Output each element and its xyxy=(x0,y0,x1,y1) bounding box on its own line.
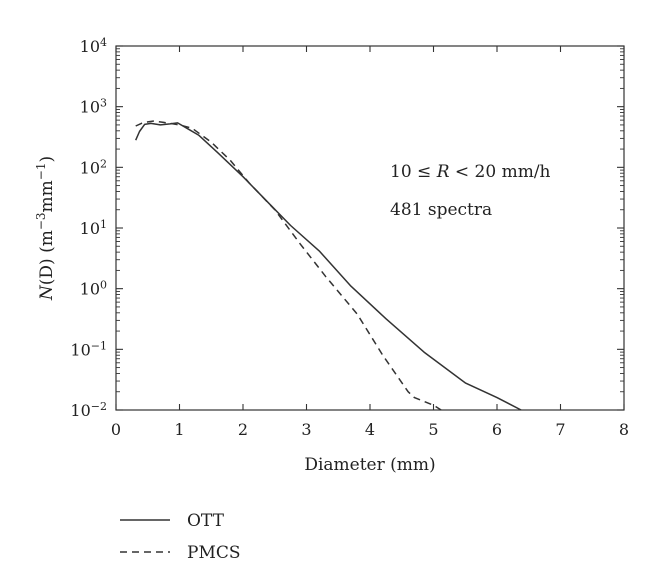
x-tick-label: 1 xyxy=(174,420,184,439)
y-title-exp2: −1 xyxy=(34,163,48,181)
y-tick-label: 10−2 xyxy=(70,400,107,421)
y-tick-label: 103 xyxy=(80,96,107,117)
y-tick-label: 10−1 xyxy=(70,339,107,360)
annotation-rain-rate: 10 ≤ R < 20 mm/h xyxy=(390,162,551,182)
plot-frame xyxy=(115,45,625,411)
x-tick-label: 7 xyxy=(555,420,565,439)
y-title-mid: mm xyxy=(37,180,57,212)
x-tick-label: 6 xyxy=(492,420,502,439)
annotation-rain-part-2: R xyxy=(436,162,450,182)
x-tick-label: 8 xyxy=(619,420,629,439)
legend-label-pmcs: PMCS xyxy=(187,543,241,563)
y-title-n: N xyxy=(37,284,57,301)
y-title-unit-open: (m xyxy=(37,230,57,258)
y-title-unit-close: ) xyxy=(37,156,57,163)
x-tick-label: 5 xyxy=(428,420,438,439)
y-tick-label: 104 xyxy=(80,36,107,57)
x-axis-title: Diameter (mm) xyxy=(304,455,435,475)
legend-label-ott: OTT xyxy=(187,511,225,531)
y-axis-title: N(D) (m−3mm−1) xyxy=(34,156,57,301)
series-line-pmcs xyxy=(135,120,442,411)
annotation-rain-part-3: < 20 mm/h xyxy=(450,162,551,182)
y-title-d: (D) xyxy=(37,258,57,285)
annotation-rain-part-1: 10 ≤ xyxy=(390,162,437,182)
x-tick-label: 0 xyxy=(111,420,121,439)
y-tick-label: 102 xyxy=(80,157,107,178)
y-tick-label: 100 xyxy=(80,278,107,299)
y-tick-label: 101 xyxy=(80,218,107,239)
x-tick-label: 4 xyxy=(365,420,375,439)
series-layer xyxy=(135,120,522,411)
plot-area: 0 1 2 3 4 5 6 7 8 10−2 10−1 100 101 102 103 104 xyxy=(70,36,629,440)
y-title-exp1: −3 xyxy=(34,212,48,230)
x-tick-label: 2 xyxy=(238,420,248,439)
x-tick-label: 3 xyxy=(301,420,311,439)
x-axis: 0 1 2 3 4 5 6 7 8 xyxy=(111,46,629,439)
y-axis: 10−2 10−1 100 101 102 103 104 xyxy=(70,36,624,421)
annotation-spectra-count: 481 spectra xyxy=(390,200,492,220)
series-line-ott xyxy=(135,122,522,411)
legend: OTT PMCS xyxy=(120,511,241,563)
